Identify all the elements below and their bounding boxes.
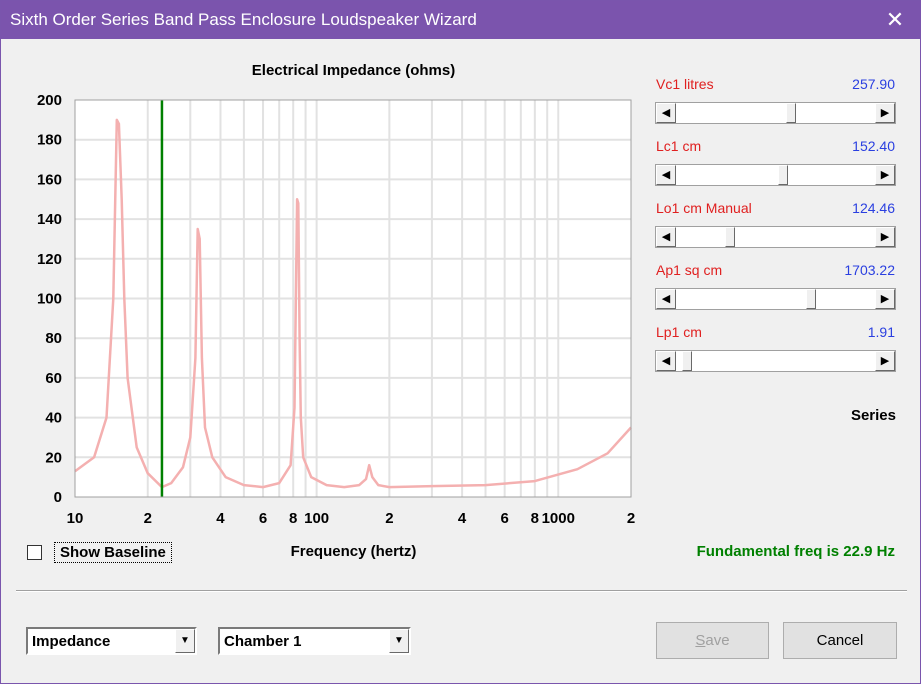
x-tick-label: 6 [259,510,267,527]
view-select[interactable]: Impedance ▼ [26,627,197,655]
scroll-right-icon[interactable]: ▶ [875,227,895,247]
scroll-left-icon[interactable]: ◀ [656,227,676,247]
param-label: Lp1 cm [656,324,702,340]
x-tick-label: 2 [385,510,393,527]
chevron-down-icon[interactable]: ▼ [175,629,195,653]
close-icon[interactable]: ✕ [885,7,905,32]
y-tick-label: 180 [37,132,62,149]
y-tick-label: 140 [37,211,62,228]
show-baseline-label[interactable]: Show Baseline [54,542,172,563]
scrollbar-thumb[interactable] [785,103,796,123]
x-tick-label: 100 [304,510,329,527]
scrollbar-thumb[interactable] [806,289,817,309]
y-tick-label: 200 [37,92,62,109]
y-tick-label: 40 [45,410,62,427]
param-label: Lc1 cm [656,138,702,154]
x-tick-label: 8 [289,510,297,527]
y-tick-label: 120 [37,251,62,268]
scrollbar-thumb[interactable] [725,227,736,247]
scroll-right-icon[interactable]: ▶ [875,165,895,185]
series-label: Series [850,407,896,424]
param-scrollbar[interactable]: ◀ ▶ [655,164,896,186]
fundamental-frequency: Fundamental freq is 22.9 Hz [696,543,895,560]
y-tick-label: 160 [37,171,62,188]
y-tick-label: 80 [45,330,62,347]
param-value: 124.46 [852,200,895,216]
plot-border [74,99,632,498]
y-tick-label: 0 [54,489,62,506]
scroll-right-icon[interactable]: ▶ [875,103,895,123]
param-value: 257.90 [852,76,895,92]
param-scrollbar[interactable]: ◀ ▶ [655,102,896,124]
x-tick-label: 1000 [542,510,575,527]
param-scrollbar[interactable]: ◀ ▶ [655,288,896,310]
param-value: 152.40 [852,138,895,154]
show-baseline-checkbox[interactable] [27,545,42,560]
x-axis-label: Frequency (hertz) [290,543,417,560]
chevron-down-icon[interactable]: ▼ [389,629,409,653]
scrollbar-thumb[interactable] [778,165,789,185]
chart-grid [75,100,631,497]
divider [16,590,907,592]
x-tick-label: 4 [458,510,467,527]
window-title: Sixth Order Series Band Pass Enclosure L… [10,10,477,29]
y-tick-label: 100 [37,291,62,308]
impedance-curve [74,118,632,489]
scroll-left-icon[interactable]: ◀ [656,351,676,371]
scrollbar-thumb[interactable] [681,351,692,371]
param-value: 1.91 [867,324,895,340]
cancel-button[interactable]: Cancel [783,622,897,659]
x-tick-label: 6 [500,510,508,527]
y-tick-label: 60 [45,370,62,387]
param-label: Vc1 litres [656,76,714,92]
chart-series [74,100,632,497]
chamber-select-value: Chamber 1 [224,633,302,650]
scroll-right-icon[interactable]: ▶ [875,351,895,371]
x-tick-label: 10 [67,510,84,527]
scroll-right-icon[interactable]: ▶ [875,289,895,309]
view-select-value: Impedance [32,633,111,650]
chamber-select[interactable]: Chamber 1 ▼ [218,627,411,655]
x-tick-label: 2 [627,510,635,527]
x-tick-label: 4 [216,510,225,527]
title-bar: Sixth Order Series Band Pass Enclosure L… [1,1,920,39]
chart-title: Electrical Impedance (ohms) [251,62,456,79]
x-tick-label: 2 [144,510,152,527]
param-value: 1703.22 [844,262,895,278]
scroll-left-icon[interactable]: ◀ [656,289,676,309]
param-scrollbar[interactable]: ◀ ▶ [655,226,896,248]
save-button[interactable]: Save [656,622,769,659]
scroll-left-icon[interactable]: ◀ [656,103,676,123]
param-label: Ap1 sq cm [656,262,723,278]
param-label: Lo1 cm Manual [656,200,752,216]
param-scrollbar[interactable]: ◀ ▶ [655,350,896,372]
y-tick-label: 20 [45,449,62,466]
scroll-left-icon[interactable]: ◀ [656,165,676,185]
x-tick-label: 8 [531,510,539,527]
